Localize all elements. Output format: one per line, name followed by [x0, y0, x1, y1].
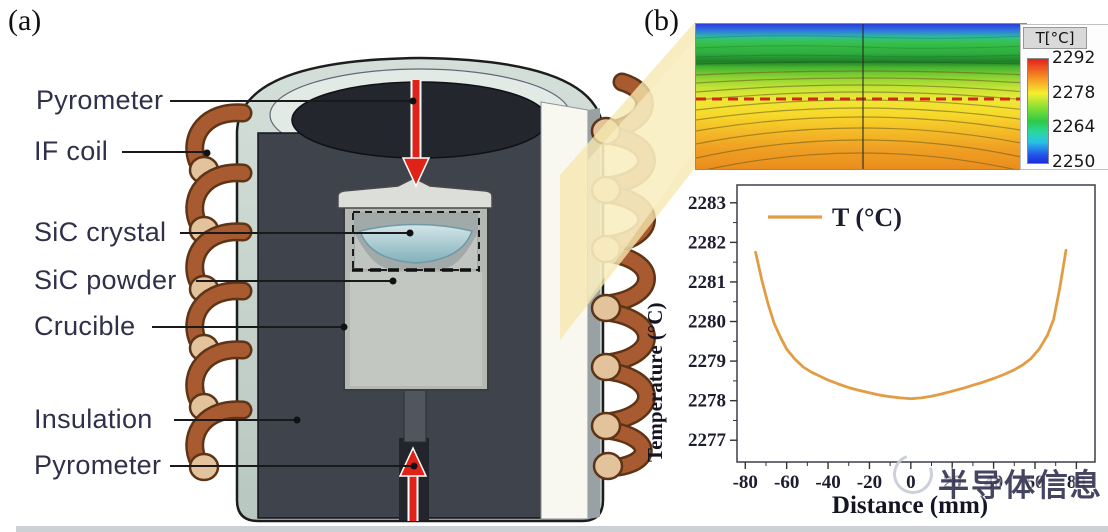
x-tick-label: 20	[943, 472, 962, 493]
panel-b-tag: (b)	[644, 4, 679, 37]
x-tick-label: 60	[1025, 472, 1044, 493]
label-crucible: Crucible	[34, 311, 136, 341]
x-axis-label: Distance (mm)	[831, 492, 989, 519]
y-tick-label: 2279	[688, 351, 726, 372]
funnel-right	[444, 234, 477, 269]
funnel-left	[355, 234, 388, 269]
x-tick-label: -20	[857, 472, 882, 493]
pyrometer-arrow-bottom	[398, 446, 428, 521]
colorbar-gradient	[1027, 58, 1049, 164]
y-tick-label: 2277	[688, 430, 727, 451]
colorbar-title: T[°C]	[1023, 27, 1087, 49]
y-tick-label: 2280	[688, 312, 726, 333]
x-tick-label: 80	[1067, 472, 1086, 493]
bottom-divider	[16, 526, 1108, 532]
zoom-beam	[560, 22, 695, 340]
x-tick-label: -60	[774, 472, 799, 493]
sic-powder-region	[350, 272, 482, 386]
label-if-coil: IF coil	[34, 136, 109, 166]
if-coil-left	[185, 103, 253, 482]
label-sic-powder: SiC powder	[34, 265, 177, 295]
plot-frame	[736, 184, 1096, 463]
temperature-curve	[754, 248, 1068, 401]
y-tick-label: 2278	[688, 391, 726, 412]
legend-label: T (°C)	[832, 203, 902, 232]
y-tick-label: 2282	[688, 232, 726, 253]
panel-a-tag: (a)	[8, 4, 42, 37]
label-insulation: Insulation	[34, 404, 153, 434]
contour-lines	[695, 24, 1027, 173]
crucible-lid	[337, 177, 493, 209]
callout-lines	[122, 100, 414, 467]
label-sic-crystal: SiC crystal	[34, 217, 167, 247]
temperature-contour-map	[695, 23, 1027, 173]
colorbar-panel: T[°C] 2292 2278 2264 2250	[1020, 24, 1108, 172]
colorbar-tick-label: 2264	[1052, 117, 1096, 138]
x-tick-label: -80	[733, 472, 758, 493]
x-tick-label: -40	[815, 472, 840, 493]
sic-crystal-lens	[359, 223, 473, 264]
y-tick-label: 2281	[688, 272, 726, 293]
coil-turn	[185, 103, 253, 482]
label-pyrometer-bottom: Pyrometer	[34, 450, 162, 480]
crucible-assembly	[337, 177, 493, 443]
temperature-profile-chart: -80 -60 -40 -20 0 20 40 60 80 2277 2278 2279 2280 228…	[688, 184, 1096, 493]
callout-dots	[203, 97, 418, 470]
colorbar-tick-label: 2292	[1052, 48, 1096, 68]
watermark-text: 半导体信息	[938, 468, 1103, 504]
colorbar-tick-label: 2250	[1052, 152, 1096, 172]
x-tick-label: 40	[984, 472, 1003, 493]
y-axis-label: Temperature (°C)	[643, 302, 667, 462]
pedestal	[403, 387, 427, 443]
pyrometer-arrow-top	[401, 80, 431, 188]
colorbar-tick-label: 2278	[1052, 82, 1096, 103]
y-tick-label: 2283	[688, 193, 726, 214]
x-tick-label: 0	[906, 472, 916, 493]
label-pyrometer-top: Pyrometer	[36, 85, 164, 115]
